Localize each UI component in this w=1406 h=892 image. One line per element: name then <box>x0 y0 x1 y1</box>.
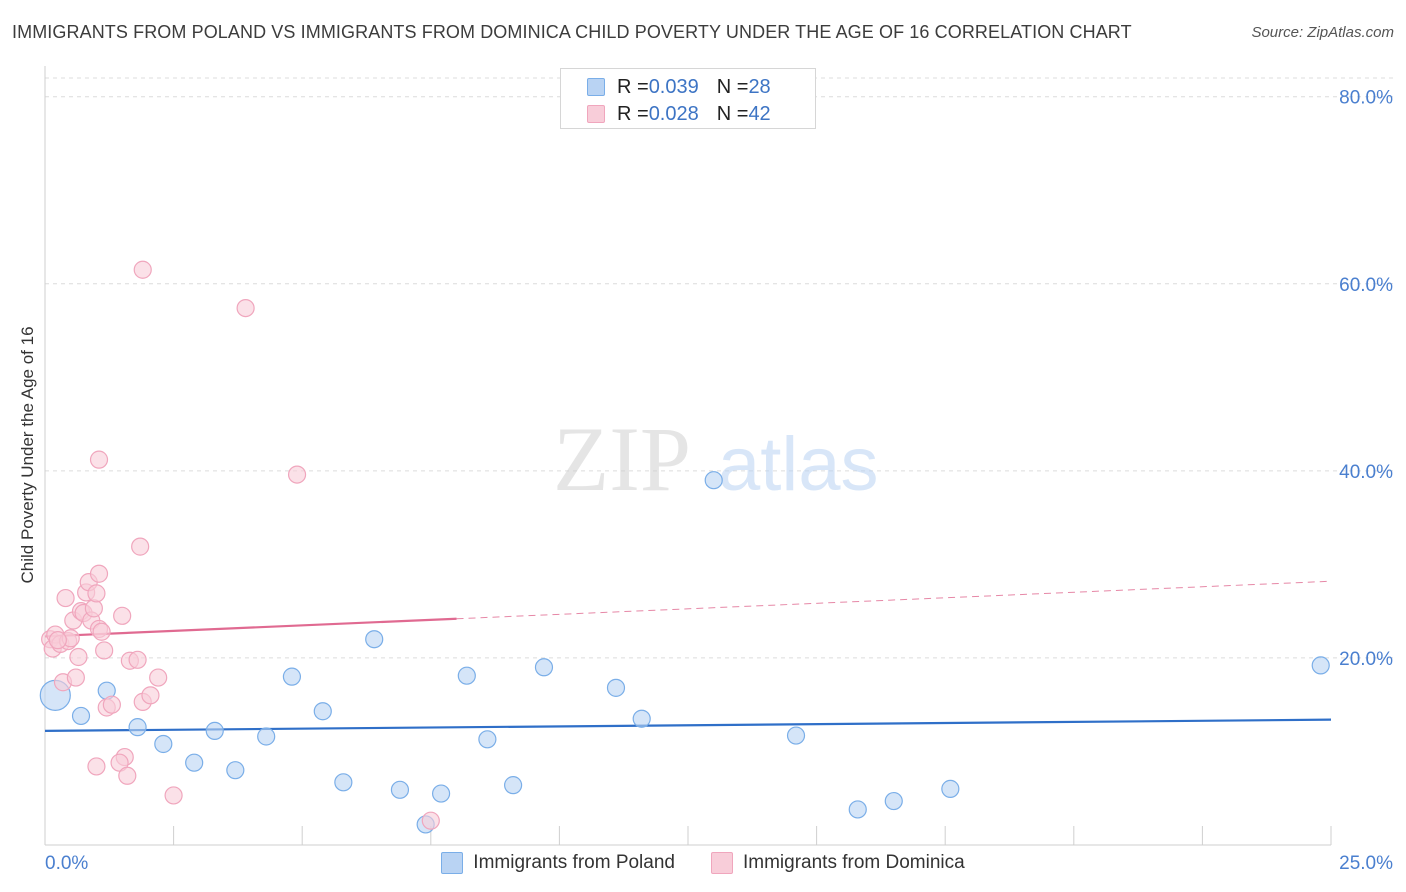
legend-r-label: R = <box>617 75 649 98</box>
legend-n-value: 42 <box>748 102 771 125</box>
data-point-poland <box>534 658 554 677</box>
legend-label-poland: Immigrants from Poland <box>473 852 675 873</box>
trend-line-solid-0 <box>44 718 1332 732</box>
trend-line-solid-1 <box>44 617 457 638</box>
x-tick-label-max: 25.0% <box>1339 853 1393 874</box>
data-point-dominica <box>102 695 121 714</box>
data-point-dominica <box>236 299 255 318</box>
data-point-poland <box>478 730 497 749</box>
data-point-dominica <box>87 584 106 603</box>
data-points <box>39 260 1330 834</box>
data-point-poland <box>154 734 173 754</box>
data-point-dominica <box>87 757 106 776</box>
data-point-dominica <box>48 631 67 650</box>
data-point-dominica <box>89 450 109 469</box>
data-point-poland <box>848 800 867 819</box>
y-tick-label: 80.0% <box>1339 88 1393 109</box>
legend-r-value: 0.039 <box>648 75 699 98</box>
y-tick-label: 60.0% <box>1339 275 1393 296</box>
data-point-poland <box>884 791 903 811</box>
data-point-dominica <box>89 564 109 583</box>
legend-swatch-poland <box>587 78 605 96</box>
data-point-poland <box>431 784 451 803</box>
data-point-dominica <box>92 622 111 641</box>
trend-lines <box>44 580 1332 732</box>
data-point-poland <box>313 702 332 721</box>
data-point-poland <box>390 780 410 799</box>
data-point-dominica <box>421 811 440 830</box>
data-point-poland <box>185 753 204 772</box>
y-tick-label: 40.0% <box>1339 462 1393 483</box>
data-point-dominica <box>149 668 168 687</box>
data-point-poland <box>941 779 960 798</box>
data-point-dominica <box>133 260 152 279</box>
data-point-dominica <box>66 668 85 687</box>
data-point-poland <box>632 709 651 728</box>
trend-line-dashed-1 <box>456 580 1332 620</box>
legend-item-poland[interactable]: Immigrants from Poland <box>441 852 675 874</box>
legend-swatch-dominica <box>587 105 605 123</box>
y-tick-label: 20.0% <box>1339 649 1393 670</box>
legend-n-label: N = <box>716 102 749 125</box>
legend-n-label: N = <box>716 75 749 98</box>
legend-n-value: 28 <box>748 75 771 98</box>
data-point-poland <box>786 726 806 745</box>
data-point-dominica <box>128 650 147 669</box>
legend-row-poland: R = 0.039 N = 28 <box>587 76 771 98</box>
data-point-poland <box>457 666 476 685</box>
data-point-dominica <box>287 465 307 484</box>
data-point-poland <box>205 721 224 740</box>
watermark-zip: ZIP <box>553 408 691 510</box>
tick-labels: 20.0% 40.0% 60.0% 80.0% 0.0% 25.0% <box>45 88 1393 874</box>
data-point-dominica <box>69 647 88 667</box>
y-axis-label: Child Poverty Under the Age of 16 <box>18 326 37 584</box>
data-point-poland <box>704 471 723 490</box>
legend-r-label: R = <box>617 102 649 125</box>
stats-legend: R = 0.039 N = 28 R = 0.028 N = 42 <box>560 68 816 129</box>
data-point-poland <box>226 761 245 780</box>
data-point-dominica <box>131 537 150 556</box>
legend-row-dominica: R = 0.028 N = 42 <box>587 103 771 125</box>
data-point-dominica <box>95 641 114 660</box>
legend-label-dominica: Immigrants from Dominica <box>742 852 965 873</box>
chart-source: Source: ZipAtlas.com <box>1251 24 1394 41</box>
data-point-poland <box>257 727 276 746</box>
data-point-poland <box>504 776 523 795</box>
legend-r-value: 0.028 <box>648 102 699 125</box>
legend-swatch-poland <box>441 852 464 874</box>
data-point-dominica <box>118 766 137 785</box>
data-point-dominica <box>141 686 160 705</box>
data-point-poland <box>334 773 353 792</box>
chart-title: IMMIGRANTS FROM POLAND VS IMMIGRANTS FRO… <box>12 22 1132 42</box>
data-point-poland <box>1311 656 1330 675</box>
legend-swatch-dominica <box>710 852 733 874</box>
data-point-poland <box>71 706 91 726</box>
x-tick-label-min: 0.0% <box>45 853 88 874</box>
legend-item-dominica[interactable]: Immigrants from Dominica <box>710 852 965 874</box>
data-point-poland <box>128 718 147 737</box>
data-point-dominica <box>84 599 103 618</box>
data-point-dominica <box>164 786 183 805</box>
gridlines <box>45 77 1393 659</box>
data-point-poland <box>282 667 302 686</box>
data-point-dominica <box>56 588 75 608</box>
series-legend: Immigrants from Poland Immigrants from D… <box>0 852 1406 874</box>
data-point-dominica <box>113 606 132 625</box>
data-point-poland <box>365 630 384 649</box>
data-point-poland <box>606 678 626 697</box>
watermark-atlas: atlas <box>718 422 879 507</box>
